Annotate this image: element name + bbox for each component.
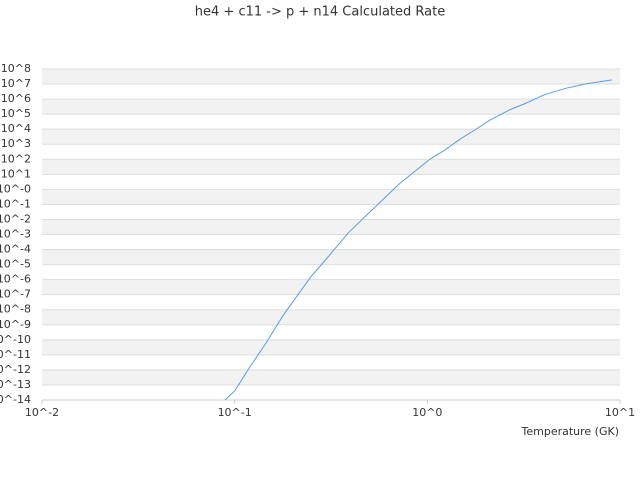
- grid-band: [42, 189, 620, 205]
- y-tick-label: 10^-4: [0, 243, 31, 256]
- grid-band: [42, 369, 620, 385]
- y-tick-label: 10^5: [1, 107, 31, 120]
- y-tick-label: 10^-8: [0, 303, 31, 316]
- data-line: [224, 79, 612, 401]
- y-tick-label: 10^-2: [0, 212, 31, 225]
- y-tick-label: 10^-0: [0, 182, 31, 195]
- y-tick-label: 10^8: [1, 62, 31, 75]
- chart-title: he4 + c11 -> p + n14 Calculated Rate: [195, 5, 445, 20]
- grid-band: [42, 339, 620, 355]
- y-tick-label: 10^4: [1, 122, 31, 135]
- grid-band: [42, 129, 620, 145]
- y-tick-label: 10^-9: [0, 318, 31, 331]
- x-tick-label: 10^1: [605, 406, 635, 419]
- grid-band: [42, 99, 620, 115]
- y-tick-label: 10^-5: [0, 258, 31, 271]
- y-tick-label: 10^6: [1, 92, 31, 105]
- x-tick-label: 10^-2: [25, 406, 59, 419]
- grid-band: [42, 159, 620, 175]
- grid-band: [42, 69, 620, 85]
- y-tick-label: 10^-6: [0, 273, 31, 286]
- y-tick-label: 10^-3: [0, 228, 31, 241]
- grid-band: [42, 219, 620, 235]
- x-tick-label: 10^0: [412, 406, 442, 419]
- plot-background: [42, 68, 620, 401]
- y-tick-label: 10^-10: [0, 333, 31, 346]
- y-tick-label: 10^-12: [0, 363, 31, 376]
- y-tick-label: 10^-1: [0, 197, 31, 210]
- y-tick-label: 10^-11: [0, 348, 31, 361]
- x-axis-label: Temperature (GK): [521, 425, 620, 438]
- y-tick-label: 10^2: [1, 152, 31, 165]
- grid-band: [42, 309, 620, 325]
- grid-band: [42, 249, 620, 265]
- y-tick-label: 10^-14: [0, 393, 31, 406]
- y-tick-label: 10^7: [1, 77, 31, 90]
- y-tick-label: 10^3: [1, 137, 31, 150]
- x-tick-label: 10^-1: [218, 406, 252, 419]
- y-tick-label: 10^-13: [0, 378, 31, 391]
- y-tick-label: 10^1: [1, 167, 31, 180]
- y-tick-label: 10^-7: [0, 288, 31, 301]
- grid-band: [42, 279, 620, 295]
